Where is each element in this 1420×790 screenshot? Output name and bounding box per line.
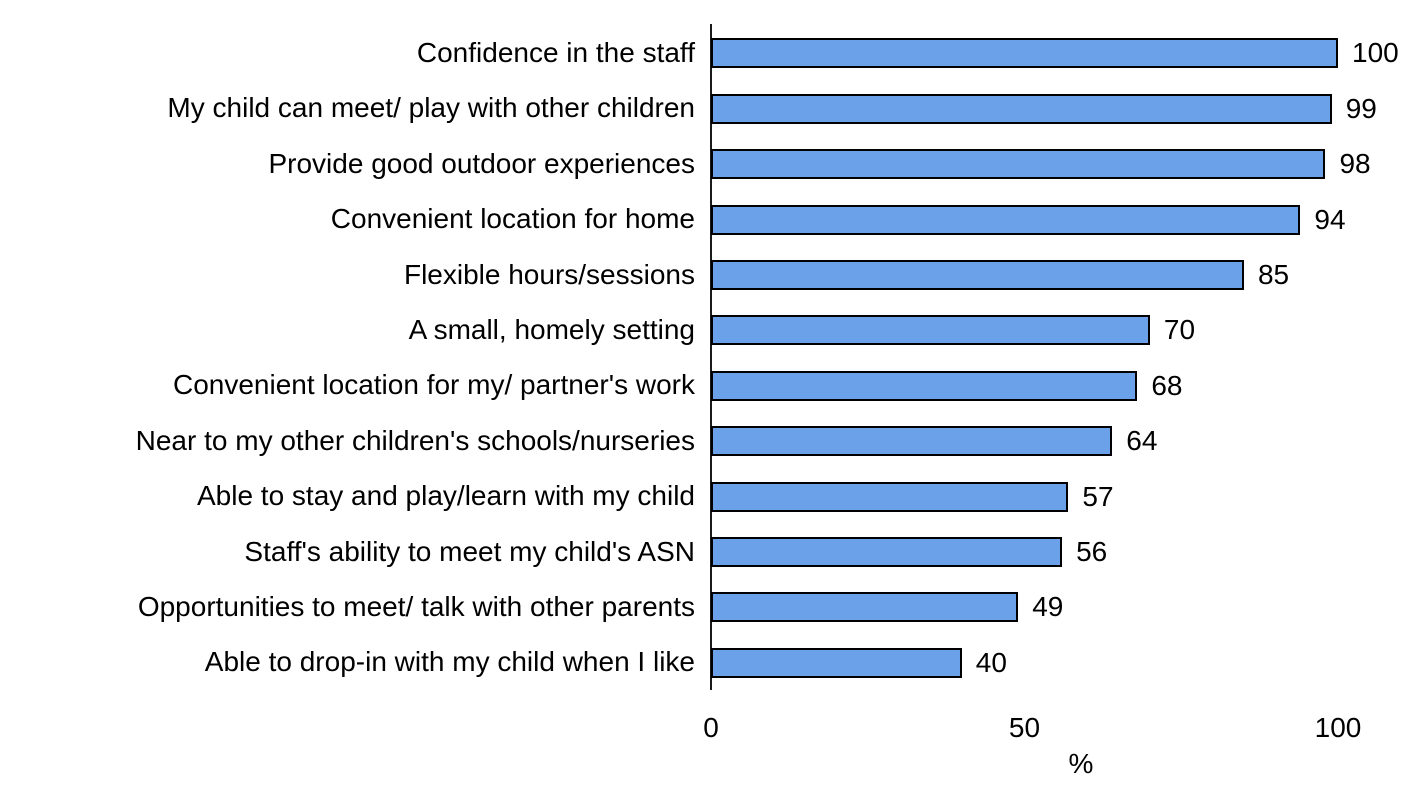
bar [711, 204, 1301, 235]
bar [711, 481, 1069, 512]
bar [711, 370, 1138, 401]
category-label: Able to drop-in with my child when I lik… [204, 646, 695, 678]
bar-row: Flexible hours/sessions 85 [0, 247, 1420, 302]
bar-row: Convenient location for home 94 [0, 192, 1420, 247]
bar [711, 536, 1063, 567]
bar [711, 93, 1332, 124]
y-axis-line [710, 24, 712, 690]
value-label: 99 [1345, 92, 1377, 124]
bar [711, 592, 1019, 623]
bar-row: My child can meet/ play with other child… [0, 81, 1420, 136]
bar-row: Convenient location for my/ partner's wo… [0, 358, 1420, 413]
bar [711, 426, 1113, 457]
value-label: 64 [1126, 425, 1158, 457]
category-label: Convenient location for my/ partner's wo… [172, 369, 695, 401]
category-label: Confidence in the staff [416, 36, 695, 68]
value-label: 94 [1314, 203, 1346, 235]
category-label: A small, homely setting [408, 313, 695, 345]
value-label: 49 [1032, 591, 1064, 623]
category-label: Near to my other children's schools/nurs… [135, 424, 695, 456]
category-label: Convenient location for home [330, 203, 695, 235]
x-tick-label: 0 [703, 712, 719, 743]
category-label: Provide good outdoor experiences [268, 147, 695, 179]
bar [711, 38, 1338, 69]
value-label: 70 [1163, 314, 1196, 346]
bar [711, 315, 1150, 346]
value-label: 85 [1257, 258, 1290, 290]
bar-row: Near to my other children's schools/nurs… [0, 413, 1420, 468]
value-label: 98 [1339, 148, 1371, 180]
bar [711, 259, 1244, 290]
x-tick-label: 100 [1314, 712, 1362, 743]
bar-row: Provide good outdoor experiences 98 [0, 136, 1420, 191]
value-label: 56 [1076, 535, 1108, 567]
value-label: 40 [975, 646, 1007, 678]
bar-row: Able to stay and play/learn with my chil… [0, 469, 1420, 524]
bar [711, 149, 1326, 180]
bar [711, 647, 962, 678]
bar-row: Able to drop-in with my child when I lik… [0, 635, 1420, 690]
x-axis-label: % [1068, 748, 1094, 779]
x-tick-label: 50 [1008, 712, 1041, 743]
category-label: Able to stay and play/learn with my chil… [196, 480, 695, 512]
category-label: Flexible hours/sessions [403, 258, 695, 290]
bar-row: Staff's ability to meet my child's ASN 5… [0, 524, 1420, 579]
bar-row: Opportunities to meet/ talk with other p… [0, 580, 1420, 635]
value-label: 57 [1082, 480, 1114, 512]
bar-row: A small, homely setting 70 [0, 303, 1420, 358]
category-label: Opportunities to meet/ talk with other p… [137, 590, 695, 622]
category-label: My child can meet/ play with other child… [167, 92, 695, 124]
bar-rows-container: Confidence in the staff 100 My child can… [0, 26, 1420, 691]
value-label: 100 [1352, 37, 1399, 69]
category-label: Staff's ability to meet my child's ASN [244, 535, 695, 567]
value-label: 68 [1151, 369, 1183, 401]
bar-row: Confidence in the staff 100 [0, 26, 1420, 81]
